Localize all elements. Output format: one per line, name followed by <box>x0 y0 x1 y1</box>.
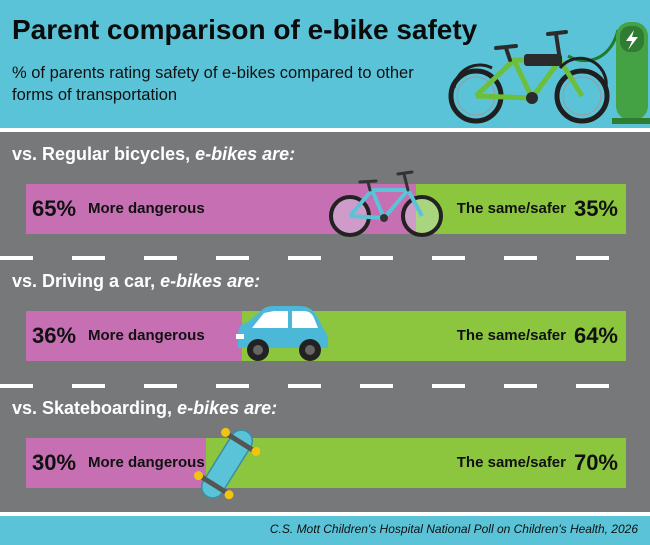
bar-segment-same-safer <box>416 184 626 234</box>
segment-heading: vs. Skateboarding, e-bikes are: <box>12 398 278 418</box>
charging-station-icon <box>567 22 650 124</box>
bar-segment-same-safer <box>206 438 626 488</box>
segment-heading: vs. Regular bicycles, e-bikes are: <box>12 144 296 164</box>
data-label-more-dangerous: 65% <box>32 196 77 221</box>
source-credit: C.S. Mott Children's Hospital National P… <box>269 522 638 536</box>
data-label-more-dangerous: 36% <box>32 323 77 348</box>
bicycle-icon <box>329 170 443 237</box>
car-icon <box>236 306 328 361</box>
lane-dash <box>432 256 465 260</box>
lane-dash <box>72 256 105 260</box>
page-title: Parent comparison of e-bike safety <box>12 14 478 45</box>
lane-dash <box>576 384 609 388</box>
data-label-same-safer: 64% <box>573 323 618 348</box>
lane-dash <box>216 256 249 260</box>
skateboard-icon <box>194 427 260 500</box>
bar-segment-more-dangerous <box>26 438 206 488</box>
lane-dash <box>360 256 393 260</box>
header: Parent comparison of e-bike safety % of … <box>0 0 650 128</box>
lane-dash <box>288 256 321 260</box>
lane-dash <box>360 384 393 388</box>
road-edge-top <box>0 128 650 132</box>
lane-dash <box>0 256 33 260</box>
bar-segment-more-dangerous <box>26 184 416 234</box>
lane-dash <box>144 256 177 260</box>
lane-dash <box>216 384 249 388</box>
segment-heading: vs. Driving a car, e-bikes are: <box>12 271 261 291</box>
lane-dash <box>144 384 177 388</box>
lane-dash <box>504 256 537 260</box>
series-label-same-safer: The same/safer <box>456 200 566 217</box>
data-label-same-safer: 35% <box>573 196 618 221</box>
bar-segment-more-dangerous <box>26 311 242 361</box>
series-label-more-dangerous: More dangerous <box>88 454 205 471</box>
series-label-more-dangerous: More dangerous <box>88 200 205 217</box>
series-label-same-safer: The same/safer <box>456 327 566 344</box>
lane-dash <box>72 384 105 388</box>
data-label-same-safer: 70% <box>573 450 618 475</box>
road-edge-bottom <box>0 512 650 516</box>
lane-dash <box>504 384 537 388</box>
header-illustration <box>448 22 650 124</box>
series-label-same-safer: The same/safer <box>456 454 566 471</box>
page-subtitle: % of parents rating safety of e-bikes co… <box>12 64 414 104</box>
stacked-bar: 65% More dangerous The same/safer 35% <box>26 184 626 234</box>
stacked-bar: 30% More dangerous The same/safer 70% <box>26 438 626 488</box>
lane-dash <box>0 384 33 388</box>
lane-dash <box>288 384 321 388</box>
e-bike-icon <box>448 30 610 124</box>
lane-dash <box>432 384 465 388</box>
lane-dashes <box>0 384 650 388</box>
series-label-more-dangerous: More dangerous <box>88 327 205 344</box>
data-label-more-dangerous: 30% <box>32 450 77 475</box>
lane-dash <box>576 256 609 260</box>
footer: C.S. Mott Children's Hospital National P… <box>0 516 650 545</box>
lane-dashes <box>0 256 650 260</box>
